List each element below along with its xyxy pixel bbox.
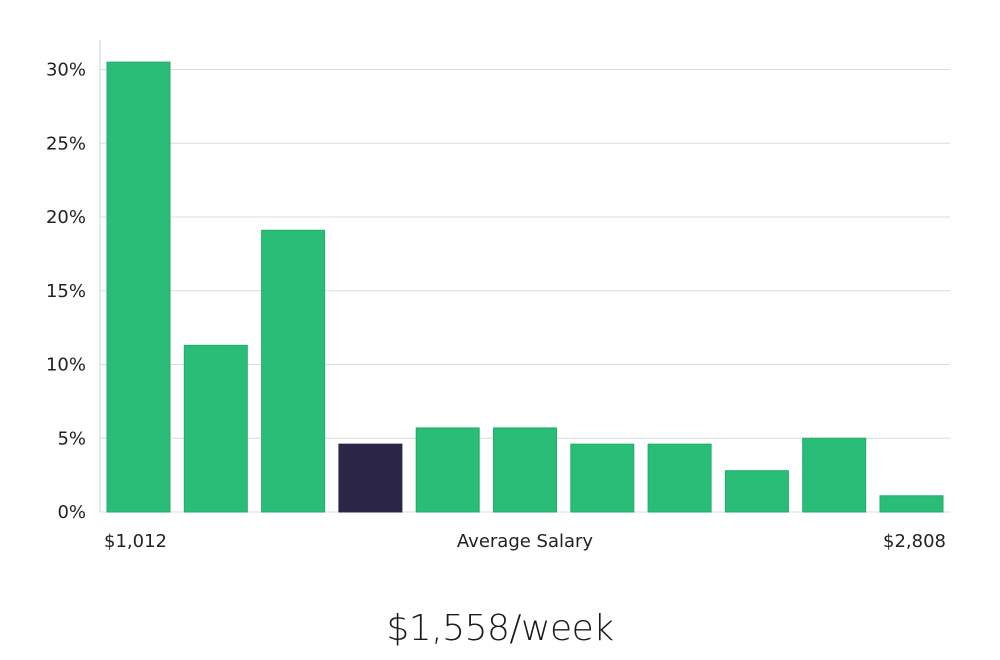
- histogram-bar: [493, 427, 557, 513]
- histogram-bar: [106, 61, 171, 513]
- histogram-bar: [724, 470, 789, 513]
- bars: [106, 61, 944, 513]
- salary-histogram: 0% 5% 10% 15% 20% 25% 30% $1,012 Average Salar…: [46, 40, 950, 552]
- histogram-bar: [570, 443, 635, 513]
- histogram-bar: [415, 427, 480, 513]
- histogram-bar: [879, 495, 944, 513]
- x-axis-title: Average Salary: [457, 531, 594, 552]
- y-tick-label: 25%: [46, 133, 86, 154]
- y-tick-label: 20%: [46, 207, 86, 228]
- y-tick-label: 30%: [46, 60, 86, 81]
- average-salary-value: $1,558/week: [386, 608, 614, 649]
- histogram-bar: [647, 443, 712, 513]
- x-axis-min-label: $1,012: [104, 531, 167, 552]
- histogram-bar: [802, 437, 867, 513]
- histogram-bar: [183, 344, 248, 513]
- y-tick-label: 10%: [46, 355, 86, 376]
- y-tick-label: 5%: [57, 428, 86, 449]
- y-tick-label: 15%: [46, 281, 86, 302]
- y-axis-ticks: 0% 5% 10% 15% 20% 25% 30%: [46, 60, 86, 524]
- x-axis-max-label: $2,808: [883, 531, 946, 552]
- histogram-bar-highlighted: [338, 443, 403, 513]
- histogram-bar: [261, 229, 326, 513]
- y-tick-label: 0%: [57, 502, 86, 523]
